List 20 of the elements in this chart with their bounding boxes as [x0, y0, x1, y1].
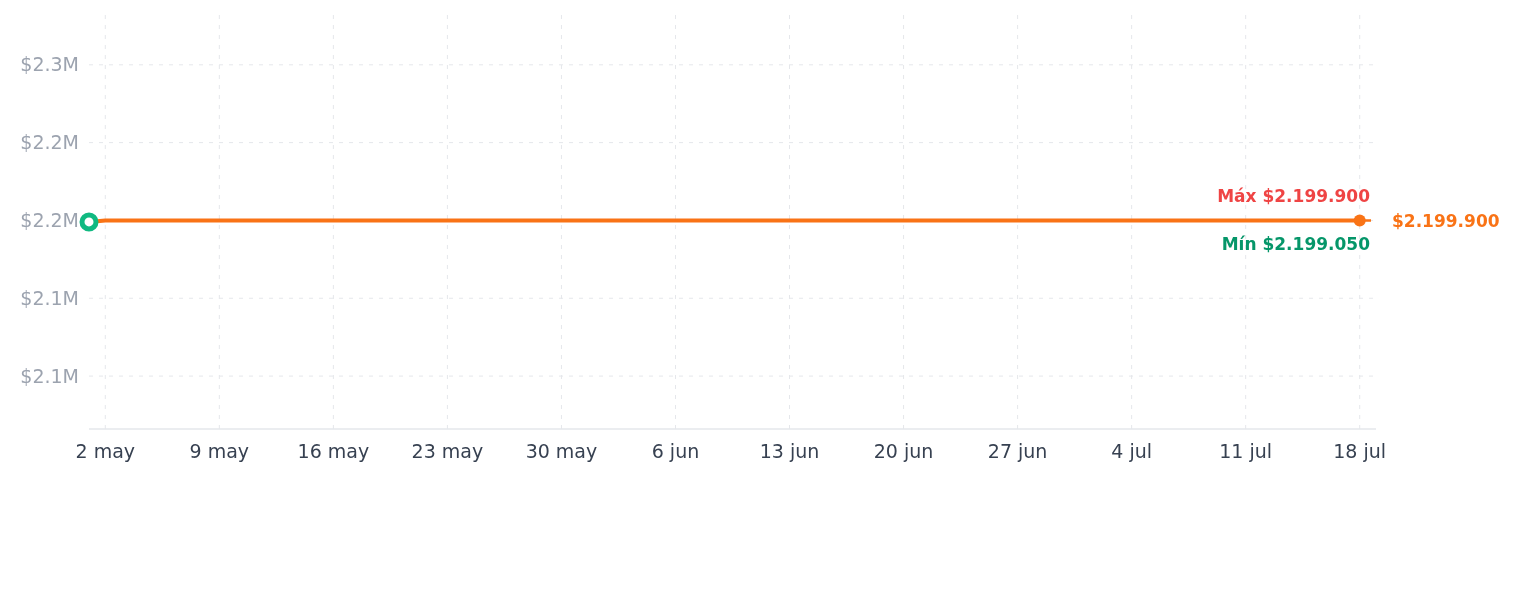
x-tick-label: 18 jul — [1333, 440, 1387, 462]
y-tick-label: $2.1M — [20, 286, 79, 309]
x-tick-label: 13 jun — [759, 440, 820, 462]
x-tick-label: 20 jun — [873, 440, 934, 462]
y-tick-label: $2.2M — [20, 131, 79, 154]
text: $2.199.900 — [1392, 210, 1500, 231]
x-tick-label: 30 may — [525, 440, 598, 462]
x-tick-label: 16 may — [297, 440, 370, 462]
x-tick-label: 9 may — [189, 440, 250, 462]
x-tick-label: 11 jul — [1219, 440, 1273, 462]
x-tick-label: 27 jun — [987, 440, 1048, 462]
y-tick-label: $2.1M — [20, 364, 79, 387]
y-tick-label: $2.3M — [20, 53, 79, 76]
x-tick-label: 6 jun — [651, 440, 700, 462]
y-tick-label: $2.2M — [20, 209, 79, 232]
annotation: Máx $2.199.900 — [1217, 185, 1371, 206]
x-tick-label: 23 may — [411, 440, 484, 462]
x-tick-label: 2 may — [75, 440, 136, 462]
x-tick-label: 4 jul — [1111, 440, 1152, 462]
annotation: Mín $2.199.050 — [1221, 233, 1371, 254]
